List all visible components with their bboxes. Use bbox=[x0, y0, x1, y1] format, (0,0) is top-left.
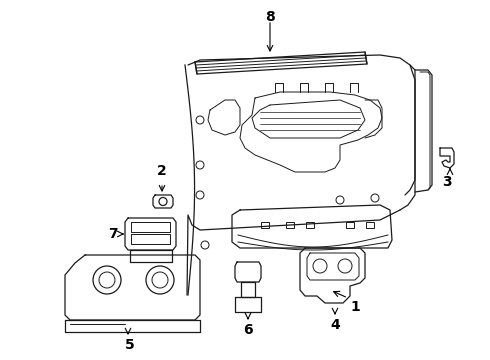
Text: 1: 1 bbox=[350, 300, 360, 314]
Bar bbox=[306, 222, 314, 228]
Ellipse shape bbox=[146, 266, 174, 294]
Text: 6: 6 bbox=[243, 323, 253, 337]
Text: 7: 7 bbox=[108, 227, 118, 241]
Ellipse shape bbox=[99, 272, 115, 288]
Text: 3: 3 bbox=[442, 175, 452, 189]
Text: 4: 4 bbox=[330, 318, 340, 332]
Ellipse shape bbox=[93, 266, 121, 294]
Text: 8: 8 bbox=[265, 10, 275, 24]
Ellipse shape bbox=[152, 272, 168, 288]
Bar bbox=[261, 222, 269, 228]
Bar bbox=[346, 222, 354, 228]
Bar bbox=[286, 222, 294, 228]
Text: 2: 2 bbox=[157, 164, 167, 178]
Bar bbox=[366, 222, 374, 228]
Text: 5: 5 bbox=[125, 338, 135, 352]
